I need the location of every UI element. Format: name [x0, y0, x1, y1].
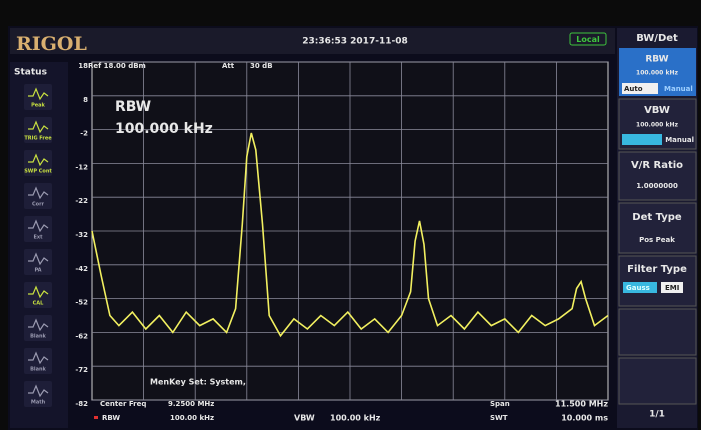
- page: {"header": {"brand": "RIGOL", "datetime"…: [0, 0, 701, 430]
- status-item[interactable]: Math: [24, 381, 52, 407]
- button-value: Pos Peak: [639, 236, 675, 244]
- datetime: 23:36:53 2017-11-08: [302, 37, 407, 47]
- span-label: Span: [490, 400, 510, 408]
- button-bg: [619, 203, 696, 253]
- status-item[interactable]: PA: [24, 249, 52, 275]
- status-label: CAL: [33, 301, 45, 307]
- y-tick-label: -82: [75, 400, 88, 408]
- status-label: TRIG Free: [24, 136, 52, 142]
- message: MenKey Set: System,: [150, 378, 246, 387]
- vbw-value: 100.00 kHz: [330, 414, 381, 423]
- footer-rbw-label: RBW: [102, 414, 120, 422]
- y-tick-label: 8: [83, 96, 88, 104]
- option: Manual: [665, 136, 694, 144]
- y-tick-label: -42: [75, 265, 88, 273]
- status-label: Blank: [30, 334, 46, 340]
- rbw-label: RBW: [115, 99, 151, 115]
- status-item[interactable]: Peak: [24, 84, 52, 110]
- y-tick-label: 18: [78, 62, 88, 70]
- det-button[interactable]: Det Type Pos Peak: [619, 203, 696, 253]
- option-bg: [622, 134, 662, 145]
- status-title: Status: [14, 68, 47, 78]
- y-tick-label: -52: [75, 299, 88, 307]
- button-label: Det Type: [632, 212, 682, 223]
- button-label: Filter Type: [627, 264, 687, 275]
- option: EMI: [665, 284, 679, 292]
- center-value: 9.2500 MHz: [168, 400, 214, 408]
- span-value: 11.500 MHz: [555, 400, 608, 409]
- y-tick-label: -72: [75, 366, 88, 374]
- y-tick-label: -62: [75, 332, 88, 340]
- y-tick-label: -22: [75, 197, 88, 205]
- status-item[interactable]: Ext: [24, 216, 52, 242]
- filter-button[interactable]: Filter Type Gauss EMI: [619, 256, 696, 306]
- button-value: 1.0000000: [636, 182, 678, 190]
- ratio-button[interactable]: V/R Ratio 1.0000000: [619, 152, 696, 200]
- status-item[interactable]: SWP Cont: [24, 150, 52, 176]
- y-tick-label: -32: [75, 231, 88, 239]
- att-label: Att: [222, 62, 235, 70]
- center-label: Center Freq: [100, 400, 146, 408]
- swt-label: SWT: [490, 414, 508, 422]
- status-item[interactable]: TRIG Free: [24, 117, 52, 143]
- menu-title: BW/Det: [636, 33, 678, 44]
- swt-value: 10.000 ms: [561, 414, 608, 423]
- option: Manual: [664, 85, 693, 93]
- ref-level: Ref 18.00 dBm: [88, 62, 146, 70]
- rbw-value: 100.000 kHz: [115, 121, 213, 137]
- button-value: 100.000 kHz: [636, 122, 678, 129]
- status-label: SWP Cont: [24, 169, 52, 175]
- analyzer-screen: RIGOL 23:36:53 2017-11-08 Local Status R…: [0, 0, 701, 430]
- page-indicator: 1/1: [649, 410, 665, 420]
- button-label: RBW: [645, 55, 668, 65]
- option: Gauss: [626, 284, 650, 292]
- button-label: V/R Ratio: [631, 160, 683, 171]
- status-item[interactable]: CAL: [24, 282, 52, 308]
- empty-button: [619, 309, 696, 355]
- status-label: Ext: [33, 235, 43, 241]
- rbw-button[interactable]: RBW 100.000 kHz Auto Manual: [619, 48, 696, 96]
- option: Auto: [624, 85, 643, 93]
- att-value: 30 dB: [250, 62, 273, 70]
- status-item[interactable]: Blank: [24, 348, 52, 374]
- vbw-button[interactable]: VBW 100.000 kHz Manual: [619, 99, 696, 149]
- status-label: PA: [34, 268, 41, 274]
- empty-button: [619, 358, 696, 404]
- status-label: Peak: [31, 103, 45, 109]
- status-item[interactable]: Corr: [24, 183, 52, 209]
- status-label: Blank: [30, 367, 46, 373]
- mode: Local: [576, 35, 600, 44]
- brand: RIGOL: [16, 33, 87, 55]
- status-label: Corr: [32, 202, 45, 208]
- y-tick-label: -12: [75, 163, 88, 171]
- status-label: Math: [31, 400, 46, 406]
- vbw-label: VBW: [294, 414, 315, 423]
- y-tick-label: -2: [80, 130, 88, 138]
- button-value: 100.000 kHz: [636, 70, 678, 77]
- rbw-marker: [94, 416, 98, 419]
- footer-rbw-value: 100.00 kHz: [170, 414, 214, 422]
- status-item[interactable]: Blank: [24, 315, 52, 341]
- button-label: VBW: [644, 105, 670, 116]
